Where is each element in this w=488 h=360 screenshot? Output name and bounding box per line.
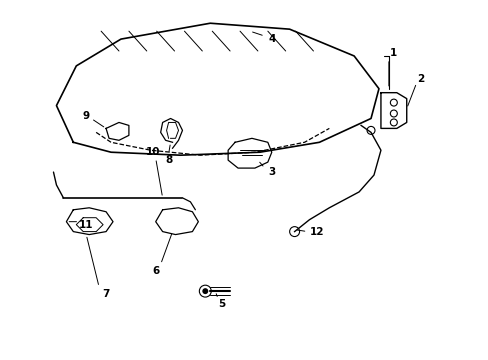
Text: 8: 8 <box>164 155 172 165</box>
Text: 9: 9 <box>82 111 90 121</box>
Circle shape <box>289 227 299 237</box>
Text: 6: 6 <box>152 266 159 276</box>
Text: 11: 11 <box>79 220 93 230</box>
Text: 10: 10 <box>145 147 160 157</box>
Text: 5: 5 <box>218 299 225 309</box>
Circle shape <box>199 285 211 297</box>
Text: 4: 4 <box>267 34 275 44</box>
Text: 1: 1 <box>389 48 397 58</box>
Text: 12: 12 <box>309 226 324 237</box>
Circle shape <box>366 126 374 134</box>
Text: 3: 3 <box>267 167 275 177</box>
Circle shape <box>202 288 208 294</box>
Text: 2: 2 <box>416 74 424 84</box>
Text: 7: 7 <box>102 289 109 299</box>
